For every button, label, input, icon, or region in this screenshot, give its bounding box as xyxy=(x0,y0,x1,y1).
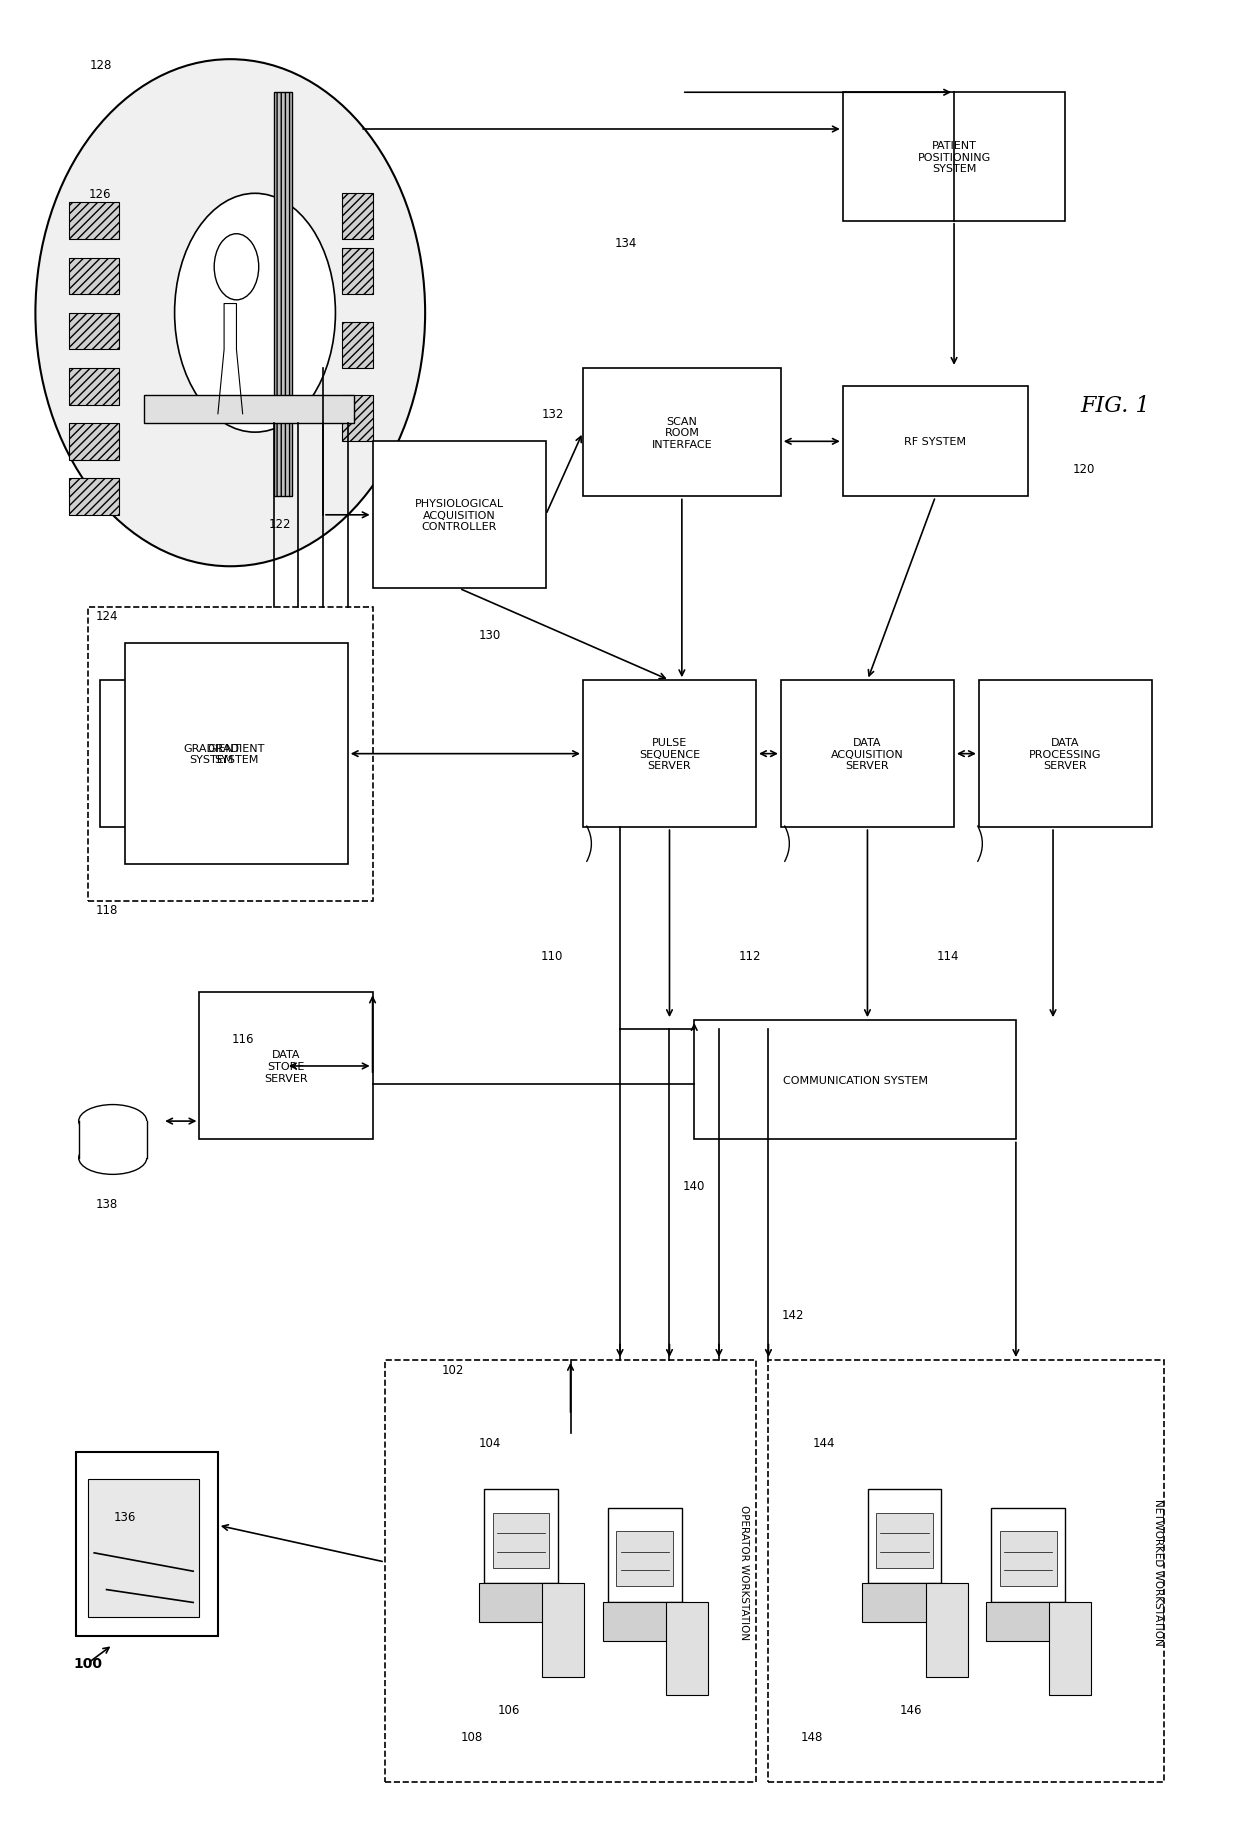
FancyBboxPatch shape xyxy=(69,313,119,349)
Text: 108: 108 xyxy=(460,1730,482,1743)
Ellipse shape xyxy=(78,1105,146,1138)
FancyBboxPatch shape xyxy=(69,204,119,241)
FancyBboxPatch shape xyxy=(992,1508,1065,1602)
FancyBboxPatch shape xyxy=(125,644,347,864)
Text: SCAN
ROOM
INTERFACE: SCAN ROOM INTERFACE xyxy=(651,416,712,449)
FancyBboxPatch shape xyxy=(342,250,372,296)
Text: PHYSIOLOGICAL
ACQUISITION
CONTROLLER: PHYSIOLOGICAL ACQUISITION CONTROLLER xyxy=(414,498,503,531)
FancyBboxPatch shape xyxy=(69,368,119,405)
FancyBboxPatch shape xyxy=(542,1583,584,1677)
FancyBboxPatch shape xyxy=(694,1021,1016,1140)
Text: 140: 140 xyxy=(683,1179,706,1192)
Bar xyxy=(78,1122,146,1159)
Text: PULSE
SEQUENCE
SERVER: PULSE SEQUENCE SERVER xyxy=(639,737,701,771)
FancyBboxPatch shape xyxy=(479,1583,563,1622)
Text: 136: 136 xyxy=(114,1510,136,1523)
FancyBboxPatch shape xyxy=(999,1532,1056,1585)
Text: 104: 104 xyxy=(479,1436,501,1449)
Text: 134: 134 xyxy=(615,237,637,250)
FancyBboxPatch shape xyxy=(603,1602,687,1640)
Text: 130: 130 xyxy=(479,629,501,642)
Text: NETWORKED WORKSTATION: NETWORKED WORKSTATION xyxy=(1153,1499,1163,1644)
Text: 124: 124 xyxy=(95,611,118,623)
FancyBboxPatch shape xyxy=(986,1602,1070,1640)
Text: GRADIENT
SYSTEM: GRADIENT SYSTEM xyxy=(184,743,241,765)
Text: COMMUNICATION SYSTEM: COMMUNICATION SYSTEM xyxy=(782,1076,928,1085)
Text: 100: 100 xyxy=(73,1657,103,1670)
FancyBboxPatch shape xyxy=(342,322,372,368)
Text: 138: 138 xyxy=(95,1197,118,1210)
Text: 112: 112 xyxy=(739,949,761,964)
FancyBboxPatch shape xyxy=(608,1508,682,1602)
FancyBboxPatch shape xyxy=(372,441,546,588)
Text: RF SYSTEM: RF SYSTEM xyxy=(904,438,966,447)
Ellipse shape xyxy=(36,61,425,566)
FancyBboxPatch shape xyxy=(877,1513,932,1567)
Text: FIG. 1: FIG. 1 xyxy=(1080,394,1149,416)
FancyBboxPatch shape xyxy=(843,386,1028,497)
Text: 114: 114 xyxy=(936,949,959,964)
FancyBboxPatch shape xyxy=(88,1480,200,1616)
FancyBboxPatch shape xyxy=(666,1602,708,1696)
FancyBboxPatch shape xyxy=(100,680,324,828)
Text: 106: 106 xyxy=(497,1703,520,1716)
Ellipse shape xyxy=(78,1142,146,1175)
Text: PATIENT
POSITIONING
SYSTEM: PATIENT POSITIONING SYSTEM xyxy=(918,142,991,175)
FancyBboxPatch shape xyxy=(583,368,781,497)
FancyBboxPatch shape xyxy=(925,1583,967,1677)
FancyBboxPatch shape xyxy=(492,1513,549,1567)
Circle shape xyxy=(175,195,336,432)
Text: 116: 116 xyxy=(232,1032,254,1045)
Text: 110: 110 xyxy=(541,949,563,964)
FancyBboxPatch shape xyxy=(76,1453,218,1635)
FancyBboxPatch shape xyxy=(863,1583,946,1622)
Text: OPERATOR WORKSTATION: OPERATOR WORKSTATION xyxy=(739,1504,749,1639)
FancyBboxPatch shape xyxy=(342,195,372,241)
Text: 118: 118 xyxy=(95,903,118,918)
FancyBboxPatch shape xyxy=(274,94,293,497)
Text: DATA
PROCESSING
SERVER: DATA PROCESSING SERVER xyxy=(1029,737,1101,771)
FancyBboxPatch shape xyxy=(616,1532,673,1585)
FancyBboxPatch shape xyxy=(843,94,1065,223)
Text: 122: 122 xyxy=(269,519,291,531)
Text: 148: 148 xyxy=(801,1730,823,1743)
FancyBboxPatch shape xyxy=(69,423,119,460)
Text: 142: 142 xyxy=(782,1308,805,1320)
FancyBboxPatch shape xyxy=(200,993,372,1140)
Text: 102: 102 xyxy=(441,1363,464,1376)
FancyBboxPatch shape xyxy=(484,1490,558,1583)
Text: GRADIENT
SYSTEM: GRADIENT SYSTEM xyxy=(208,743,265,765)
Text: 128: 128 xyxy=(89,59,112,72)
Text: 120: 120 xyxy=(1073,463,1095,476)
Text: 126: 126 xyxy=(89,188,112,200)
Text: 144: 144 xyxy=(813,1436,836,1449)
FancyBboxPatch shape xyxy=(583,680,756,828)
Text: DATA
STORE
SERVER: DATA STORE SERVER xyxy=(264,1050,308,1083)
FancyBboxPatch shape xyxy=(342,395,372,441)
FancyBboxPatch shape xyxy=(1049,1602,1091,1696)
FancyBboxPatch shape xyxy=(868,1490,941,1583)
FancyBboxPatch shape xyxy=(781,680,954,828)
FancyBboxPatch shape xyxy=(978,680,1152,828)
FancyBboxPatch shape xyxy=(144,395,353,423)
FancyBboxPatch shape xyxy=(69,478,119,515)
FancyBboxPatch shape xyxy=(69,259,119,296)
Text: DATA
ACQUISITION
SERVER: DATA ACQUISITION SERVER xyxy=(831,737,904,771)
Text: 146: 146 xyxy=(899,1703,923,1716)
Circle shape xyxy=(215,235,259,302)
Text: 132: 132 xyxy=(542,408,564,421)
